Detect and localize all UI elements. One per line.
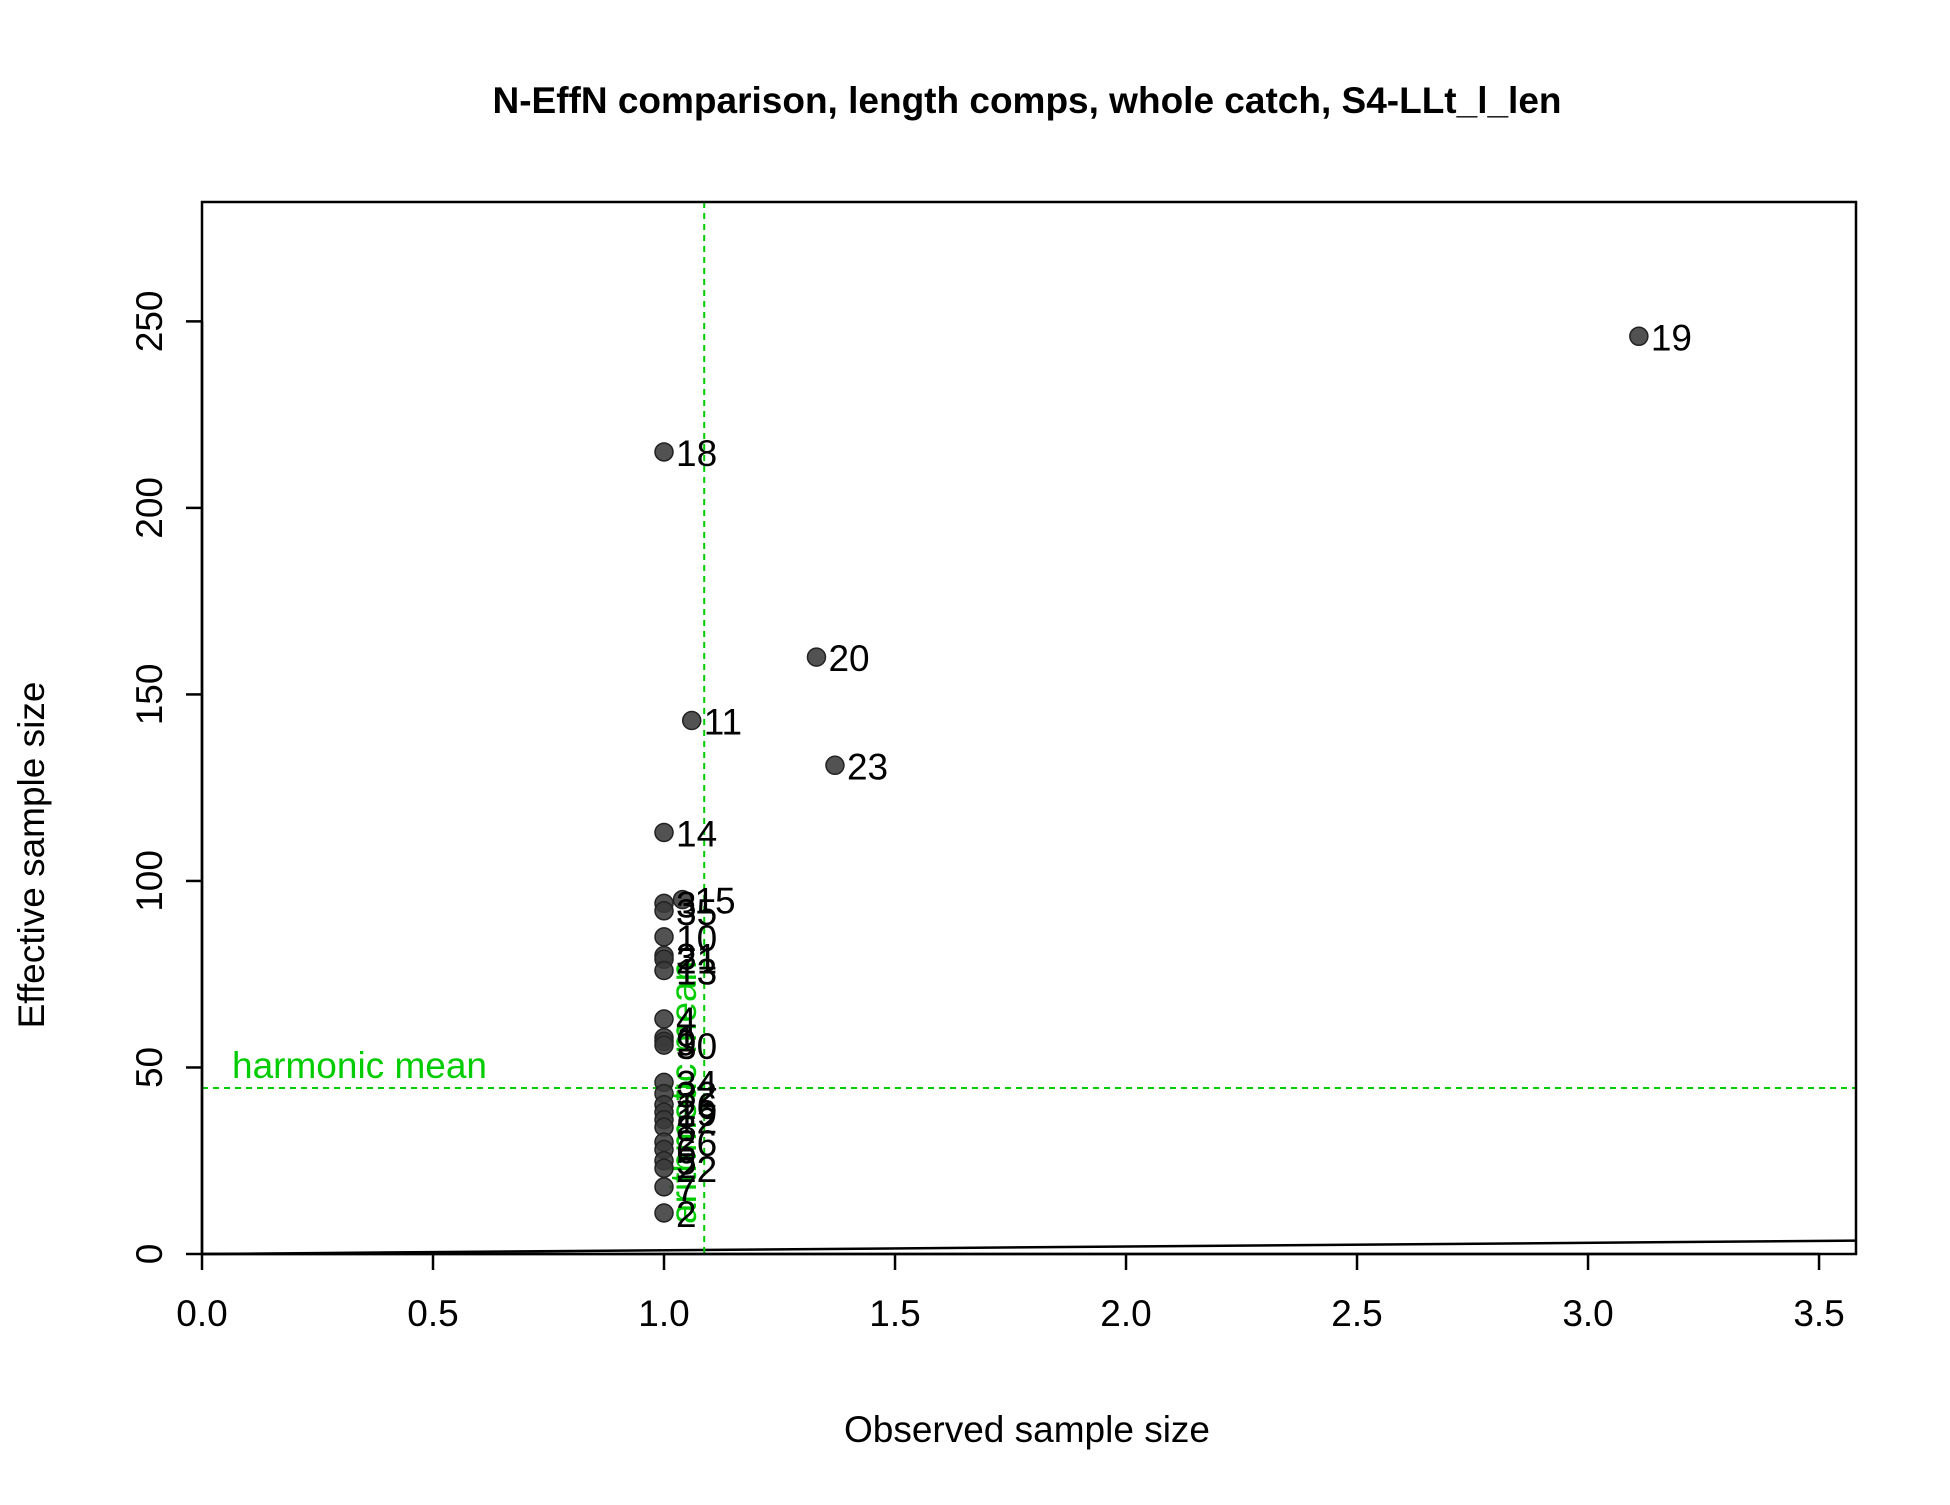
harmonic-mean-label: harmonic mean (232, 1045, 487, 1086)
point-label: 18 (676, 433, 717, 474)
x-tick-label: 2.5 (1331, 1293, 1382, 1334)
data-point (654, 1203, 674, 1223)
data-point (806, 647, 827, 667)
x-tick-label: 2.0 (1100, 1293, 1151, 1334)
data-point (654, 442, 674, 462)
x-tick-label: 3.0 (1562, 1293, 1613, 1334)
point-label: 29 (676, 1093, 717, 1134)
data-point (1629, 326, 1649, 347)
point-label: 26 (676, 1123, 717, 1164)
data-point (654, 1158, 674, 1178)
point-label: 4 (676, 1000, 697, 1041)
point-label: 12 (676, 1101, 717, 1142)
x-tick-label: 1.0 (638, 1293, 689, 1334)
point-label: 21 (676, 940, 717, 981)
point-label: 10 (676, 918, 717, 959)
point-label: 8 (676, 1108, 697, 1149)
x-axis-title: Observed sample size (844, 1409, 1210, 1450)
data-point (654, 901, 674, 921)
point-label: 11 (704, 702, 742, 743)
y-tick-label: 150 (129, 664, 170, 726)
point-label: 34 (676, 1063, 717, 1104)
point-label: 22 (676, 1149, 717, 1190)
data-point (672, 889, 693, 910)
point-label: 32 (676, 1075, 717, 1116)
y-tick-label: 250 (129, 291, 170, 353)
plot-area: harmonic mean arithmetic mean191820112314… (129, 200, 1858, 1334)
point-label: 3 (676, 884, 697, 925)
data-point (654, 1035, 674, 1055)
point-label: 30 (676, 1026, 717, 1067)
point-label: 5 (676, 1142, 697, 1183)
point-label: 23 (847, 746, 888, 787)
data-point (681, 710, 702, 731)
point-label: 16 (676, 1086, 717, 1127)
x-tick-label: 0.0 (176, 1293, 227, 1334)
data-point (654, 960, 674, 981)
x-tick-label: 3.5 (1793, 1293, 1844, 1334)
identity-line (201, 1239, 1857, 1256)
y-tick-label: 0 (129, 1244, 170, 1265)
point-label: 9 (676, 1022, 697, 1063)
point-label: 2 (676, 1194, 697, 1235)
point-label: 35 (676, 892, 717, 933)
point-label: 14 (676, 813, 717, 854)
y-tick-label: 200 (129, 477, 170, 539)
plot-frame (200, 200, 1858, 1256)
x-tick-label: 1.5 (869, 1293, 920, 1334)
data-point (825, 755, 845, 776)
y-tick-label: 50 (129, 1047, 170, 1088)
x-tick-label: 0.5 (407, 1293, 458, 1334)
point-label: 31 (676, 937, 717, 978)
data-point (654, 927, 674, 947)
data-point (654, 1177, 674, 1197)
point-label: 20 (828, 638, 869, 679)
chart-title: N-EffN comparison, length comps, whole c… (492, 80, 1561, 121)
y-axis-title: Effective sample size (11, 682, 52, 1029)
point-label: 15 (694, 881, 735, 922)
point-label: 13 (676, 951, 717, 992)
point-label: 7 (676, 1168, 697, 1209)
point-label: 1 (676, 1019, 697, 1060)
point-label: 19 (1651, 317, 1692, 358)
data-point (654, 1009, 674, 1029)
point-label: 6 (676, 1131, 697, 1172)
data-point (654, 822, 674, 843)
y-tick-label: 100 (129, 850, 170, 912)
